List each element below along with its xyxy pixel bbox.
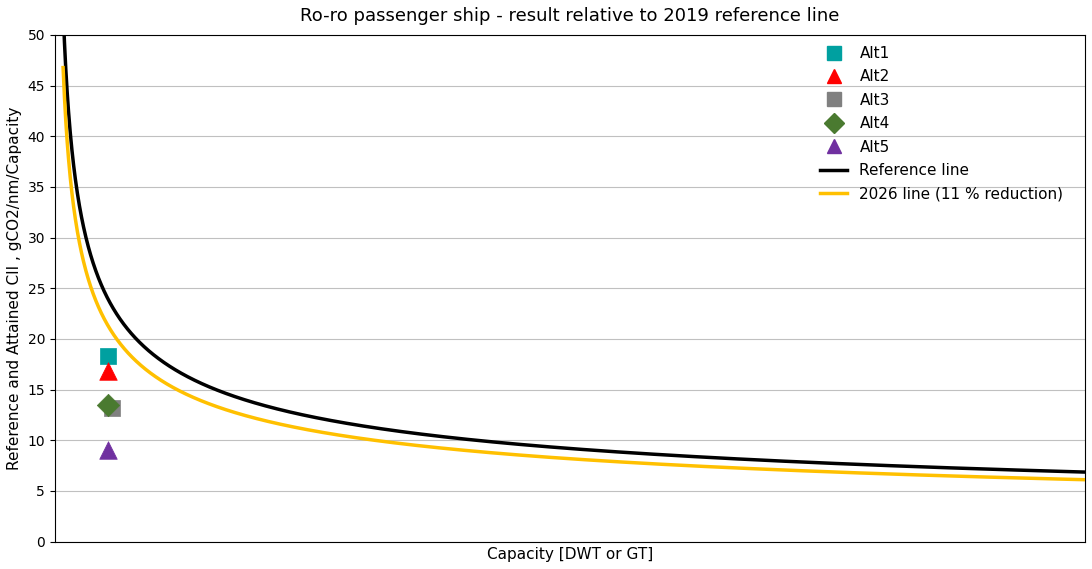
Point (99, 446, 117, 455)
Y-axis label: Reference and Attained CII , gCO2/nm/Capacity: Reference and Attained CII , gCO2/nm/Cap… (7, 106, 22, 470)
Point (99, 400, 117, 409)
Point (99, 366, 117, 376)
Point (99, 352, 117, 361)
Title: Ro-ro passenger ship - result relative to 2019 reference line: Ro-ro passenger ship - result relative t… (300, 7, 840, 25)
Legend: Alt1, Alt2, Alt3, Alt4, Alt5, Reference line, 2026 line (11 % reduction): Alt1, Alt2, Alt3, Alt4, Alt5, Reference … (814, 40, 1069, 208)
Point (103, 403, 120, 413)
X-axis label: Capacity [DWT or GT]: Capacity [DWT or GT] (487, 547, 653, 562)
